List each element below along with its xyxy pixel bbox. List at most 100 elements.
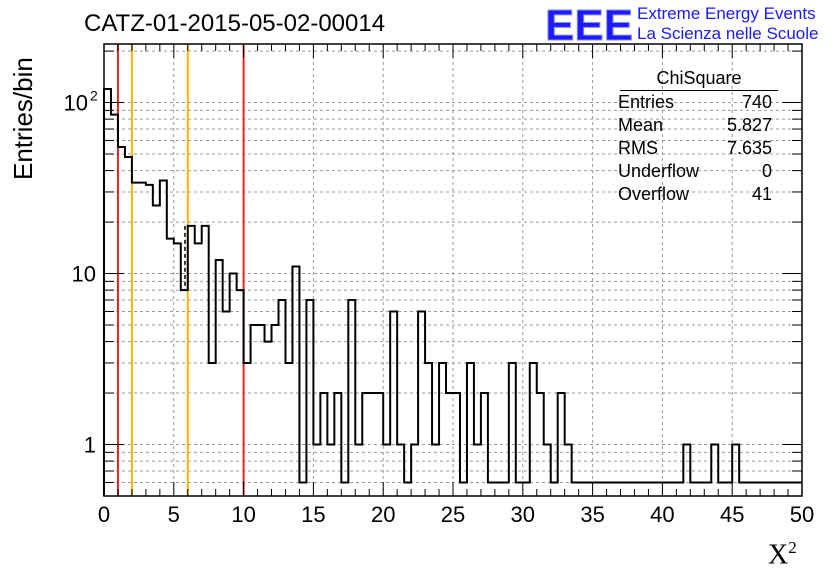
- histogram-bin: [425, 363, 432, 496]
- histogram-bin: [279, 300, 286, 496]
- histogram-bin: [209, 363, 216, 496]
- histogram-bin: [104, 89, 111, 496]
- x-axis-label-text: X: [768, 539, 789, 571]
- histogram-bin: [341, 482, 348, 496]
- histogram-bin: [327, 445, 334, 496]
- histogram-bin: [732, 445, 739, 496]
- stats-label: Underflow: [618, 161, 700, 181]
- histogram-bin: [404, 482, 411, 496]
- histogram-bin: [181, 290, 188, 496]
- stats-row-overflow: Overflow 41: [612, 183, 778, 206]
- histogram-bins: [103, 88, 802, 496]
- histogram-bin: [202, 226, 209, 496]
- stats-row-underflow: Underflow 0: [612, 160, 778, 183]
- eee-logo: EEE: [545, 2, 634, 44]
- histogram-bin: [292, 266, 299, 496]
- histogram-bin: [244, 363, 251, 496]
- stats-label: Overflow: [618, 184, 690, 204]
- histogram-bin: [572, 482, 684, 496]
- histogram-bin: [160, 181, 167, 496]
- histogram-bin: [306, 300, 313, 496]
- x-tick-label: 10: [231, 502, 255, 527]
- histogram-bin: [188, 226, 195, 496]
- histogram-bin: [111, 115, 118, 496]
- histogram-bin: [118, 147, 125, 496]
- stats-box-title: ChiSquare: [620, 66, 778, 91]
- histogram-bin: [146, 185, 153, 496]
- histogram-bin: [362, 393, 383, 496]
- y-tick-label: 10: [64, 91, 88, 116]
- stats-value: 740: [741, 92, 772, 112]
- histogram-bin: [446, 393, 460, 496]
- histogram-bin: [348, 300, 355, 496]
- stats-row-rms: RMS 7.635: [612, 137, 778, 160]
- histogram-bin: [174, 243, 181, 496]
- histogram-bin: [418, 311, 425, 496]
- histogram-bin: [285, 363, 292, 496]
- x-tick-label: 5: [168, 502, 180, 527]
- histogram-bin: [390, 311, 397, 496]
- histogram-bin: [216, 260, 223, 496]
- x-tick-label: 35: [580, 502, 604, 527]
- eee-logo-mark: EEE: [545, 2, 633, 44]
- histogram-bin: [132, 183, 146, 496]
- chart-title: CATZ-01-2015-05-02-00014: [84, 10, 386, 37]
- histogram-bin: [683, 445, 690, 496]
- histogram-bin: [125, 157, 132, 496]
- histogram-bin: [153, 205, 160, 496]
- histogram-bin: [223, 311, 230, 496]
- logo-line-1: Extreme Energy Events: [637, 4, 816, 23]
- axes: [103, 43, 803, 497]
- histogram-bin: [272, 325, 279, 496]
- histogram-bin: [313, 445, 320, 496]
- histogram-bin: [355, 445, 362, 496]
- stats-label: RMS: [618, 138, 658, 158]
- y-tick-exponent: 2: [90, 88, 98, 104]
- y-tick-label: 10: [72, 262, 96, 287]
- stats-value: 41: [751, 184, 772, 204]
- histogram-bin: [481, 393, 488, 496]
- histogram-bin: [251, 325, 265, 496]
- histogram-bin: [195, 243, 202, 496]
- x-tick-label: 50: [790, 502, 814, 527]
- stats-label: Mean: [618, 115, 664, 135]
- histogram-bin: [167, 239, 174, 496]
- histogram-bin: [230, 274, 237, 496]
- histogram-bin: [690, 482, 711, 496]
- stats-value: 0: [761, 161, 772, 181]
- histogram-bin: [558, 393, 565, 496]
- y-tick-label: 1: [84, 433, 96, 458]
- stats-label: Entries: [618, 92, 675, 112]
- x-tick-label: 20: [371, 502, 395, 527]
- stats-value: 7.635: [726, 138, 772, 158]
- x-tick-label: 25: [441, 502, 465, 527]
- x-tick-label: 45: [720, 502, 744, 527]
- histogram-bin: [237, 290, 244, 496]
- histogram-bin: [544, 445, 551, 496]
- x-axis-label-sup: 2: [788, 538, 797, 557]
- histogram-bin: [320, 393, 327, 496]
- histogram-bin: [530, 363, 537, 496]
- histogram-bin: [299, 482, 306, 496]
- histogram-bin: [739, 482, 802, 496]
- histogram-bin: [711, 445, 718, 496]
- histogram-bin: [474, 445, 481, 496]
- stats-box: ChiSquare Entries 740 Mean 5.827 RMS 7.6…: [612, 66, 778, 206]
- x-tick-label: 15: [301, 502, 325, 527]
- histogram-bin: [383, 445, 390, 496]
- x-tick-label: 30: [511, 502, 535, 527]
- histogram-bin: [718, 482, 732, 496]
- histogram-bin: [551, 482, 558, 496]
- histogram-bin: [565, 445, 572, 496]
- y-axis-label: Entries/bin: [8, 57, 39, 180]
- stats-row-mean: Mean 5.827: [612, 114, 778, 137]
- x-tick-label: 40: [650, 502, 674, 527]
- y-axis-label-text: Entries/bin: [8, 57, 38, 180]
- x-axis-label: X2: [768, 538, 797, 571]
- histogram-bin: [439, 363, 446, 496]
- stats-value: 5.827: [726, 115, 772, 135]
- histogram-bin: [265, 342, 272, 496]
- histogram-bin: [488, 482, 509, 496]
